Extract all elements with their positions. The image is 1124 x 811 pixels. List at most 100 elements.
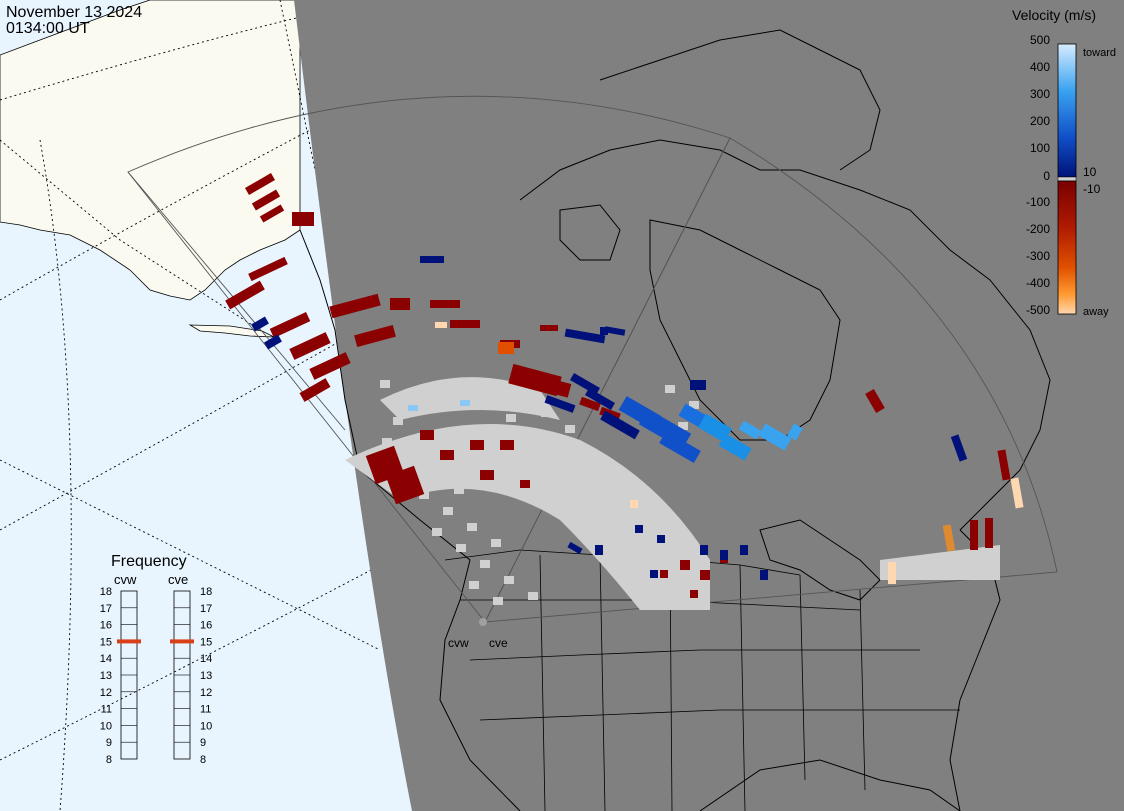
echo-cell (567, 541, 583, 555)
ground-scatter-cell (628, 552, 638, 560)
echo-cell (440, 450, 454, 460)
echo-cell (354, 325, 396, 347)
ground-scatter-cell (443, 507, 453, 515)
colorbar-tick-label: 100 (1030, 141, 1050, 155)
frequency-scale-label: 13 (100, 670, 112, 682)
echo-cell (251, 316, 269, 332)
frequency-scale-label: 17 (100, 603, 112, 615)
frequency-marker (117, 639, 141, 644)
echo-cell (740, 545, 748, 555)
ground-scatter-cell (689, 401, 699, 409)
echo-cell (787, 423, 803, 441)
colorbar-title: Velocity (m/s) (1012, 7, 1096, 23)
radar-site-cve: cve (489, 636, 508, 650)
ground-scatter-cell (517, 393, 527, 401)
colorbar-tick-label: -200 (1026, 222, 1050, 236)
ground-scatter-cell (530, 430, 540, 438)
colorbar-tick-label: -400 (1026, 276, 1050, 290)
frequency-radar-cvw-label: cvw (114, 572, 137, 587)
frequency-scale-label: 15 (200, 636, 212, 648)
colorbar-zero (1057, 176, 1077, 182)
frequency-scale-label: 10 (200, 720, 212, 732)
frequency-scale-label: 11 (200, 704, 211, 716)
echo-cell (700, 570, 710, 580)
echo-cell (600, 327, 608, 335)
graticule (0, 0, 391, 811)
frequency-radar-cve-label: cve (168, 572, 188, 587)
ground-scatter-cell (419, 491, 429, 499)
echo-cell (690, 590, 698, 598)
frequency-scale-label: 14 (200, 653, 212, 665)
echo-cell (758, 423, 792, 451)
echo-cell (997, 449, 1011, 481)
echo-cell (450, 320, 480, 328)
echo-cell (604, 326, 626, 336)
echo-cell (420, 430, 434, 440)
ground-scatter-cell (480, 560, 490, 568)
echo-cell (718, 433, 752, 461)
echo-cell (595, 545, 603, 555)
colorbar-toward (1057, 43, 1077, 178)
ground-scatter-cell (382, 438, 392, 446)
echo-cell (408, 405, 418, 411)
echo-cell (248, 256, 288, 282)
echo-cell (579, 396, 601, 412)
frequency-title: Frequency (111, 553, 187, 570)
ground-scatter-cell (469, 581, 479, 589)
daylight-land (0, 0, 301, 301)
echo-cell (520, 480, 530, 488)
radar-site-cvw: cvw (448, 618, 487, 650)
ground-scatter-cell (554, 446, 564, 454)
radar-site-cve-label: cve (489, 636, 508, 650)
colorbar-tick-label: -300 (1026, 249, 1050, 263)
frequency-scale-label: 12 (200, 687, 212, 699)
ground-scatter-cell (676, 584, 686, 592)
ground-scatter-cell (528, 592, 538, 600)
echo-cell (264, 334, 282, 350)
echo-cell (544, 395, 576, 413)
echo-cell (538, 376, 572, 398)
echo-cell (738, 420, 762, 440)
ground-scatter-cell (432, 528, 442, 536)
echo-cell (390, 298, 410, 310)
echo-cell (470, 440, 484, 450)
echo-cell (460, 400, 470, 406)
echo-cell (660, 570, 668, 578)
colorbar-toward-label: toward (1083, 47, 1116, 59)
ground-scatter-cell (604, 536, 614, 544)
echo-cell (680, 560, 690, 570)
echo-cell (480, 470, 494, 480)
frequency-scale-label: 16 (100, 620, 112, 632)
echo-cell (942, 524, 956, 552)
ground-scatter-cell (543, 467, 553, 475)
echo-cell (720, 550, 728, 560)
coastlines (299, 29, 1051, 811)
colorbar-tick-label: 200 (1030, 114, 1050, 128)
night-region (294, 0, 1124, 811)
echo-cell (309, 352, 351, 380)
echo-cell (1010, 477, 1024, 509)
echo-cell (650, 570, 658, 578)
colorbar-tick-label: 300 (1030, 87, 1050, 101)
echo-cell (385, 465, 425, 505)
echo-cell (498, 342, 514, 354)
colorbar-tick-label: 0 (1043, 169, 1050, 183)
ground-scatter-cell (615, 515, 625, 523)
echo-cell (289, 332, 331, 360)
echo-cell (420, 256, 444, 263)
echo-cell (269, 312, 311, 338)
frequency-scale-label: 17 (200, 603, 212, 615)
ground-scatter-cell (467, 523, 477, 531)
frequency-scale-label: 12 (100, 687, 112, 699)
ground-scatter-cell (406, 454, 416, 462)
ground-scatter-cell (578, 462, 588, 470)
ground-scatter-cell (602, 478, 612, 486)
ground-scatter-cell (380, 380, 390, 388)
echo-cell (635, 525, 643, 533)
echo-cell (564, 328, 606, 344)
frequency-scale-label: 14 (100, 653, 112, 665)
colorbar-tick-label: -10 (1083, 182, 1101, 196)
echo-cell (985, 518, 993, 548)
ground-scatter-cell (567, 483, 577, 491)
ground-scatter-cell (504, 576, 514, 584)
